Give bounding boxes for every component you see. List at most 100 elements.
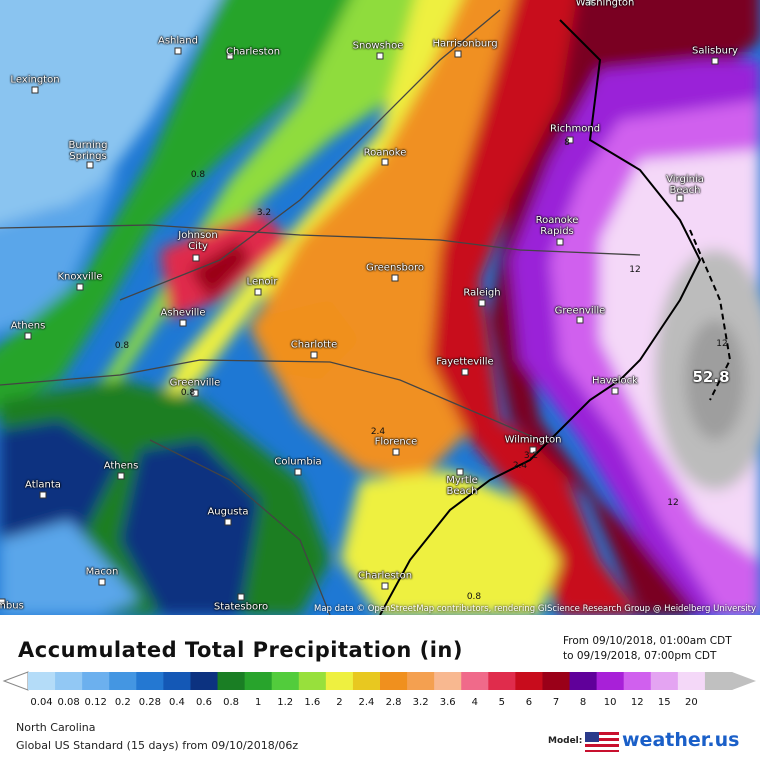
city-marker <box>391 274 399 282</box>
city-marker <box>192 254 200 262</box>
bar-cell <box>55 672 83 690</box>
city-label: Florence <box>374 436 418 448</box>
contour-label: 52.8 <box>692 368 730 386</box>
contour-label: 12 <box>667 498 679 508</box>
city-marker <box>381 582 389 590</box>
bar-cell <box>569 672 598 690</box>
city-marker <box>98 578 106 586</box>
contour-label: 0.8 <box>190 170 206 180</box>
city-marker <box>117 472 125 480</box>
city-label: Atlanta <box>25 479 61 491</box>
city-marker <box>76 283 84 291</box>
city-label: Raleigh <box>463 287 501 299</box>
city-label: Roanoke Rapids <box>535 215 579 237</box>
city-marker <box>566 136 574 144</box>
bar-tick-label: 1 <box>254 697 262 708</box>
city-marker <box>676 194 684 202</box>
city-marker <box>711 57 719 65</box>
city-label: Wilmington <box>504 434 562 446</box>
city-marker <box>24 332 32 340</box>
city-label: Harrisonburg <box>432 38 498 50</box>
city-marker <box>310 351 318 359</box>
bar-cell <box>28 672 56 690</box>
city-marker <box>0 598 6 606</box>
city-marker <box>392 448 400 456</box>
city-marker <box>456 468 464 476</box>
city-marker <box>191 389 199 397</box>
city-label: Burning Springs <box>68 140 108 162</box>
bar-cell <box>596 672 625 690</box>
period-to: to 09/19/2018, 07:00pm CDT <box>563 650 717 662</box>
bar-cell <box>488 672 516 690</box>
contour-label: 0.8 <box>180 388 196 398</box>
bar-cell <box>515 672 543 690</box>
bar-cell <box>704 672 733 690</box>
bar-cell <box>109 672 137 690</box>
bar-tick-label: 20 <box>685 697 698 708</box>
bar-tick-label: 0.04 <box>30 697 53 708</box>
contour-label: 2.4 <box>370 427 386 437</box>
bar-tick-label: 0.28 <box>138 697 161 708</box>
bar-cell <box>244 672 273 690</box>
bar-tick-label: 1.6 <box>304 697 321 708</box>
city-label: Asheville <box>160 307 206 319</box>
bar-tick-label: 0.4 <box>168 697 185 708</box>
city-label: Havelock <box>592 375 638 387</box>
city-marker <box>39 491 47 499</box>
city-marker <box>586 0 594 6</box>
precip-field <box>0 0 760 615</box>
city-marker <box>478 299 486 307</box>
city-label: Athens <box>103 460 139 472</box>
bar-cell <box>650 672 679 690</box>
bar-tick-label: 5 <box>498 697 506 708</box>
bar-tick-label: 0.08 <box>57 697 80 708</box>
city-label: Greenville <box>554 305 606 317</box>
bar-cell <box>298 672 327 690</box>
bar-cell <box>217 672 246 690</box>
bar-cell <box>434 672 462 690</box>
city-label: Charlotte <box>290 339 338 351</box>
bar-cell <box>271 672 300 690</box>
bar-tick-label: 0.12 <box>84 697 107 708</box>
city-label: Fayetteville <box>436 356 494 368</box>
city-marker <box>611 387 619 395</box>
period-from: From 09/10/2018, 01:00am CDT <box>563 635 732 647</box>
bar-cell <box>677 672 706 690</box>
bar-cell <box>407 672 435 690</box>
attribution: Map data © OpenStreetMap contributors, r… <box>314 604 756 614</box>
bar-cell <box>623 672 652 690</box>
contour-label: 0.8 <box>114 341 130 351</box>
contour-label: 0.8 <box>466 592 482 602</box>
city-marker <box>224 518 232 526</box>
city-label: Statesboro <box>213 601 269 613</box>
city-label: mbus <box>0 600 24 612</box>
bar-tick-label: 6 <box>525 697 533 708</box>
bar-arrow-left <box>2 671 29 691</box>
bar-tick-label: 10 <box>603 697 617 708</box>
city-label: Roanoke <box>363 147 407 159</box>
city-label: Charleston <box>357 570 413 582</box>
bar-tick-label: 3.2 <box>412 697 429 708</box>
bar-cell <box>190 672 219 690</box>
bar-tick-label: 0.2 <box>114 697 131 708</box>
bar-cell <box>352 672 381 690</box>
bar-tick-label: 3.6 <box>439 697 456 708</box>
city-marker <box>461 368 469 376</box>
bar-cell <box>136 672 164 690</box>
city-marker <box>294 468 302 476</box>
map-title: Accumulated Total Precipitation (in) <box>18 638 463 662</box>
city-label: Columbia <box>274 456 322 468</box>
city-label: Greensboro <box>366 262 424 274</box>
brand: weather.us <box>622 729 740 751</box>
city-label: Snowshoe <box>352 40 404 52</box>
bar-cell <box>542 672 571 690</box>
city-marker <box>376 52 384 60</box>
city-marker <box>31 86 39 94</box>
city-label: Knoxville <box>57 271 103 283</box>
bar-arrow-right <box>732 672 756 690</box>
city-marker <box>226 52 234 60</box>
model-run: Global US Standard (15 days) from 09/10/… <box>16 739 299 752</box>
city-marker <box>237 593 245 601</box>
model-label: Model: <box>548 736 583 746</box>
